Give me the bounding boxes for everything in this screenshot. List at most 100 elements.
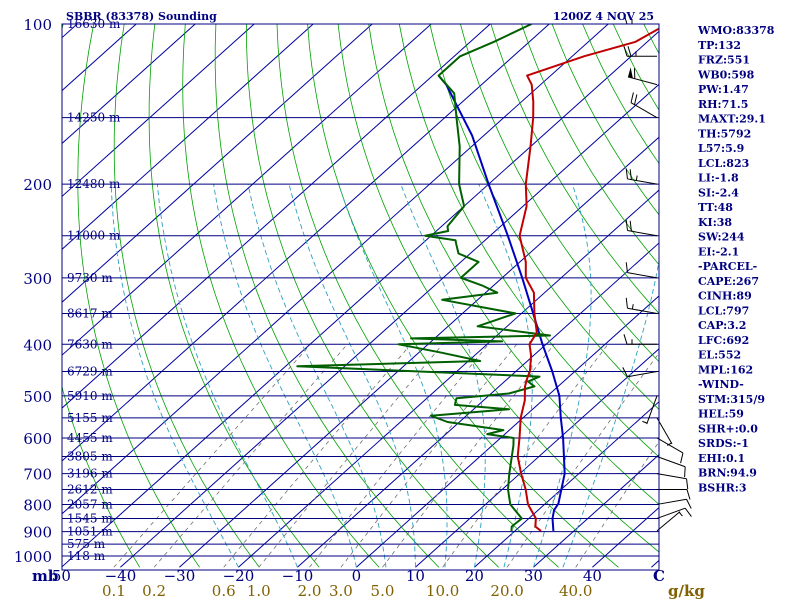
wind-barb-shaft xyxy=(646,395,658,425)
index-value: MAXT:29.1 xyxy=(698,113,766,126)
isotherm-line xyxy=(120,83,659,568)
pressure-axis-label: mb xyxy=(32,567,58,585)
index-value: L57:5.9 xyxy=(698,142,744,155)
temperature-tick-label: 0 xyxy=(352,567,362,585)
index-value: CAPE:267 xyxy=(698,275,759,288)
wind-barb-halfflag xyxy=(631,304,634,310)
isotherm-line xyxy=(62,24,314,250)
plot-frame xyxy=(61,23,660,571)
moist-adiabat-line xyxy=(288,183,416,568)
wind-barb-halfflag xyxy=(642,420,648,424)
moist-adiabat-line xyxy=(213,184,357,568)
index-value: SI:-2.4 xyxy=(698,186,739,199)
height-label: 11000 m xyxy=(67,229,121,243)
height-label: 4455 m xyxy=(67,431,113,445)
pressure-tick-label: 1000 xyxy=(14,548,52,566)
temperature-tick-label: 20 xyxy=(465,567,484,585)
moist-adiabat-line xyxy=(110,184,239,568)
mixing-ratio-tick-label: 40.0 xyxy=(559,582,592,600)
height-label: 3805 m xyxy=(67,449,113,463)
wind-barb xyxy=(623,46,657,57)
mixing-ratio-tick-label: 10.0 xyxy=(426,582,459,600)
wind-barb-flag xyxy=(686,489,691,500)
dry-adiabat-line xyxy=(246,24,499,568)
index-value: PW:1.47 xyxy=(698,83,749,96)
wind-barb-flag xyxy=(630,92,634,103)
pressure-tick-label: 400 xyxy=(23,336,52,354)
mixing-ratio-line xyxy=(113,344,311,568)
mixing-ratio-grid xyxy=(113,344,659,568)
index-value: EHI:0.1 xyxy=(698,452,745,465)
wind-barb-pennant xyxy=(628,67,633,79)
temperature-tick-label: 50 xyxy=(52,567,71,585)
wind-barb-shaft xyxy=(656,498,687,505)
index-value: FRZ:551 xyxy=(698,54,750,67)
dry-adiabat-line xyxy=(276,24,559,568)
wind-barb-flag xyxy=(625,262,628,273)
wind-barb-halfflag xyxy=(666,442,672,446)
height-label: 16630 m xyxy=(67,17,121,31)
wind-barb-halfflag xyxy=(678,511,683,517)
height-label: 6729 m xyxy=(67,365,113,379)
dry-adiabat-line xyxy=(398,24,659,458)
mixing-ratio-tick-label: 3.0 xyxy=(329,582,353,600)
temperature-trace xyxy=(516,27,659,532)
wind-barb-flag xyxy=(623,46,628,57)
isotherm-line xyxy=(474,401,659,568)
wind-barb xyxy=(642,395,658,425)
mixing-ratio-axis-label: g/kg xyxy=(668,582,705,600)
height-label: 1051 m xyxy=(67,525,113,539)
index-value: -WIND- xyxy=(698,378,744,391)
pressure-tick-label: 100 xyxy=(23,16,52,34)
wind-barb xyxy=(656,507,692,519)
moist-adiabat-line xyxy=(478,183,533,568)
wind-barb-shaft xyxy=(656,473,687,480)
isotherm-line xyxy=(415,348,659,568)
index-value: LFC:692 xyxy=(698,334,749,347)
mixing-ratio-line xyxy=(309,344,489,568)
index-value: HEL:59 xyxy=(698,408,744,421)
height-label: 5910 m xyxy=(67,389,113,403)
isotherm-line xyxy=(356,295,659,568)
moist-adiabat-line xyxy=(562,258,659,568)
isotherm-line xyxy=(62,24,196,145)
dry-adiabat-line xyxy=(460,24,659,363)
wind-barb-flag xyxy=(625,168,628,179)
temperature-tick-label: 40 xyxy=(583,567,602,585)
mixing-ratio-line xyxy=(442,344,609,568)
index-value: SHR+:0.0 xyxy=(698,422,758,435)
height-label: 118 m xyxy=(67,549,106,563)
valid-time: 1200Z 4 NOV 25 xyxy=(553,10,654,23)
wind-barb-shaft xyxy=(627,272,658,279)
temperature-tick-label: −10 xyxy=(282,567,314,585)
wind-barb-flag xyxy=(623,13,628,25)
mixing-ratio-tick-label: 0.2 xyxy=(142,582,166,600)
height-label: 575 m xyxy=(67,537,106,551)
index-value: TH:5792 xyxy=(698,127,751,140)
mixing-ratio-line xyxy=(223,344,412,568)
moist-adiabat-line xyxy=(156,184,298,568)
index-value: MPL:162 xyxy=(698,363,753,376)
dry-adiabat-line xyxy=(490,24,659,315)
wind-barb-shaft xyxy=(627,178,658,185)
wind-barb-flag xyxy=(633,94,638,105)
moist-adiabat-line xyxy=(247,184,387,568)
height-label: 1545 m xyxy=(67,511,113,525)
wind-barb-flag xyxy=(629,220,632,232)
index-value: TT:48 xyxy=(698,201,733,214)
sounding-profiles xyxy=(296,24,659,532)
wind-barb-flag xyxy=(622,367,628,377)
wind-barb-shaft xyxy=(656,507,686,519)
isotherm-line xyxy=(533,453,659,568)
index-value: STM:315/9 xyxy=(698,393,765,406)
moist-adiabat-line xyxy=(338,183,448,568)
dewpoint-trace xyxy=(296,24,551,531)
isotherm-line xyxy=(62,24,255,198)
index-value: WB0:598 xyxy=(697,68,755,81)
wind-barb xyxy=(656,473,689,490)
wind-barb xyxy=(622,367,658,378)
height-label: 2057 m xyxy=(67,497,113,511)
wind-barb xyxy=(627,67,658,86)
